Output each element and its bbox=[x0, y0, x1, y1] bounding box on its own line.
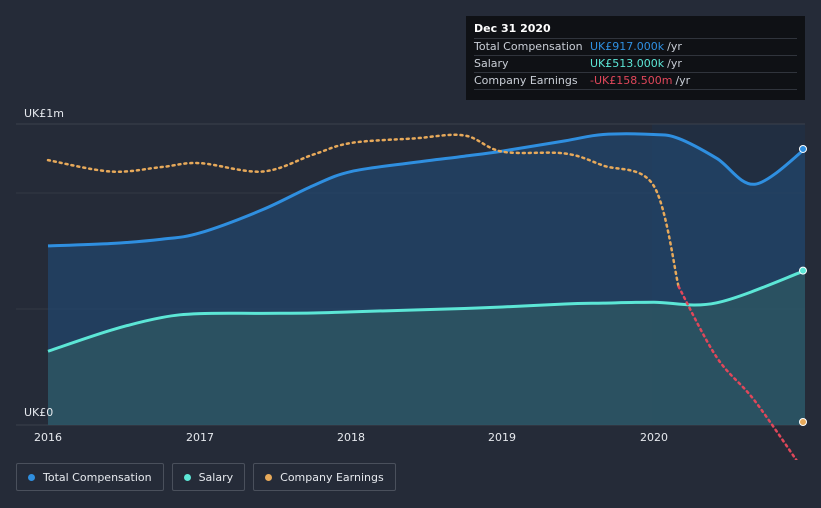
legend: Total Compensation Salary Company Earnin… bbox=[16, 463, 404, 491]
tooltip-row-earnings: Company Earnings -UK£158.500m /yr bbox=[474, 72, 797, 90]
salary-area bbox=[48, 270, 805, 425]
legend-dot-icon bbox=[265, 473, 273, 481]
tooltip-unit: /yr bbox=[667, 57, 682, 70]
salary-line bbox=[47, 269, 806, 353]
tooltip-value: UK£513.000k bbox=[590, 57, 665, 70]
total-compensation-line bbox=[47, 132, 806, 248]
x-tick-2017: 2017 bbox=[186, 431, 214, 444]
legend-label: Total Compensation bbox=[43, 470, 152, 484]
salary-endpoint bbox=[799, 266, 807, 275]
legend-company-earnings[interactable]: Company Earnings bbox=[253, 463, 396, 491]
legend-dot-icon bbox=[28, 473, 35, 481]
compensation-chart: UK£1m UK£0 2016 2017 2018 2019 2020 bbox=[16, 107, 807, 460]
tooltip-unit: /yr bbox=[667, 40, 682, 53]
company-earnings-endpoint bbox=[799, 418, 807, 426]
tooltip-value: -UK£158.500m bbox=[590, 74, 673, 87]
y-tick-bottom: UK£0 bbox=[24, 406, 53, 419]
tooltip-label: Company Earnings bbox=[474, 74, 578, 87]
legend-total-compensation[interactable]: Total Compensation bbox=[16, 463, 164, 491]
tooltip-row-total: Total Compensation UK£917.000k /yr bbox=[474, 38, 797, 55]
tooltip-date: Dec 31 2020 bbox=[474, 22, 551, 35]
series-endpoints bbox=[799, 144, 807, 426]
x-tick-2018: 2018 bbox=[337, 431, 365, 444]
x-tick-2019: 2019 bbox=[488, 431, 516, 444]
tooltip-label: Salary bbox=[474, 57, 509, 70]
legend-label: Salary bbox=[198, 470, 234, 484]
y-tick-top: UK£1m bbox=[24, 107, 64, 120]
legend-dot-icon bbox=[183, 473, 191, 481]
tooltip: Dec 31 2020 Total Compensation UK£917.00… bbox=[466, 16, 805, 100]
tooltip-value: UK£917.000k bbox=[590, 40, 665, 53]
legend-salary[interactable]: Salary bbox=[171, 463, 246, 491]
tooltip-label: Total Compensation bbox=[474, 40, 583, 53]
total-compensation-endpoint bbox=[799, 144, 807, 153]
x-tick-2020: 2020 bbox=[640, 431, 668, 444]
company-earnings-decline-line bbox=[677, 285, 798, 460]
x-tick-2016: 2016 bbox=[34, 431, 62, 444]
tooltip-unit: /yr bbox=[675, 74, 691, 87]
tooltip-row-salary: Salary UK£513.000k /yr bbox=[474, 55, 797, 72]
series-lines bbox=[46, 132, 806, 460]
company-earnings-line bbox=[46, 133, 680, 288]
legend-label: Company Earnings bbox=[280, 470, 384, 484]
series-areas bbox=[48, 133, 805, 425]
